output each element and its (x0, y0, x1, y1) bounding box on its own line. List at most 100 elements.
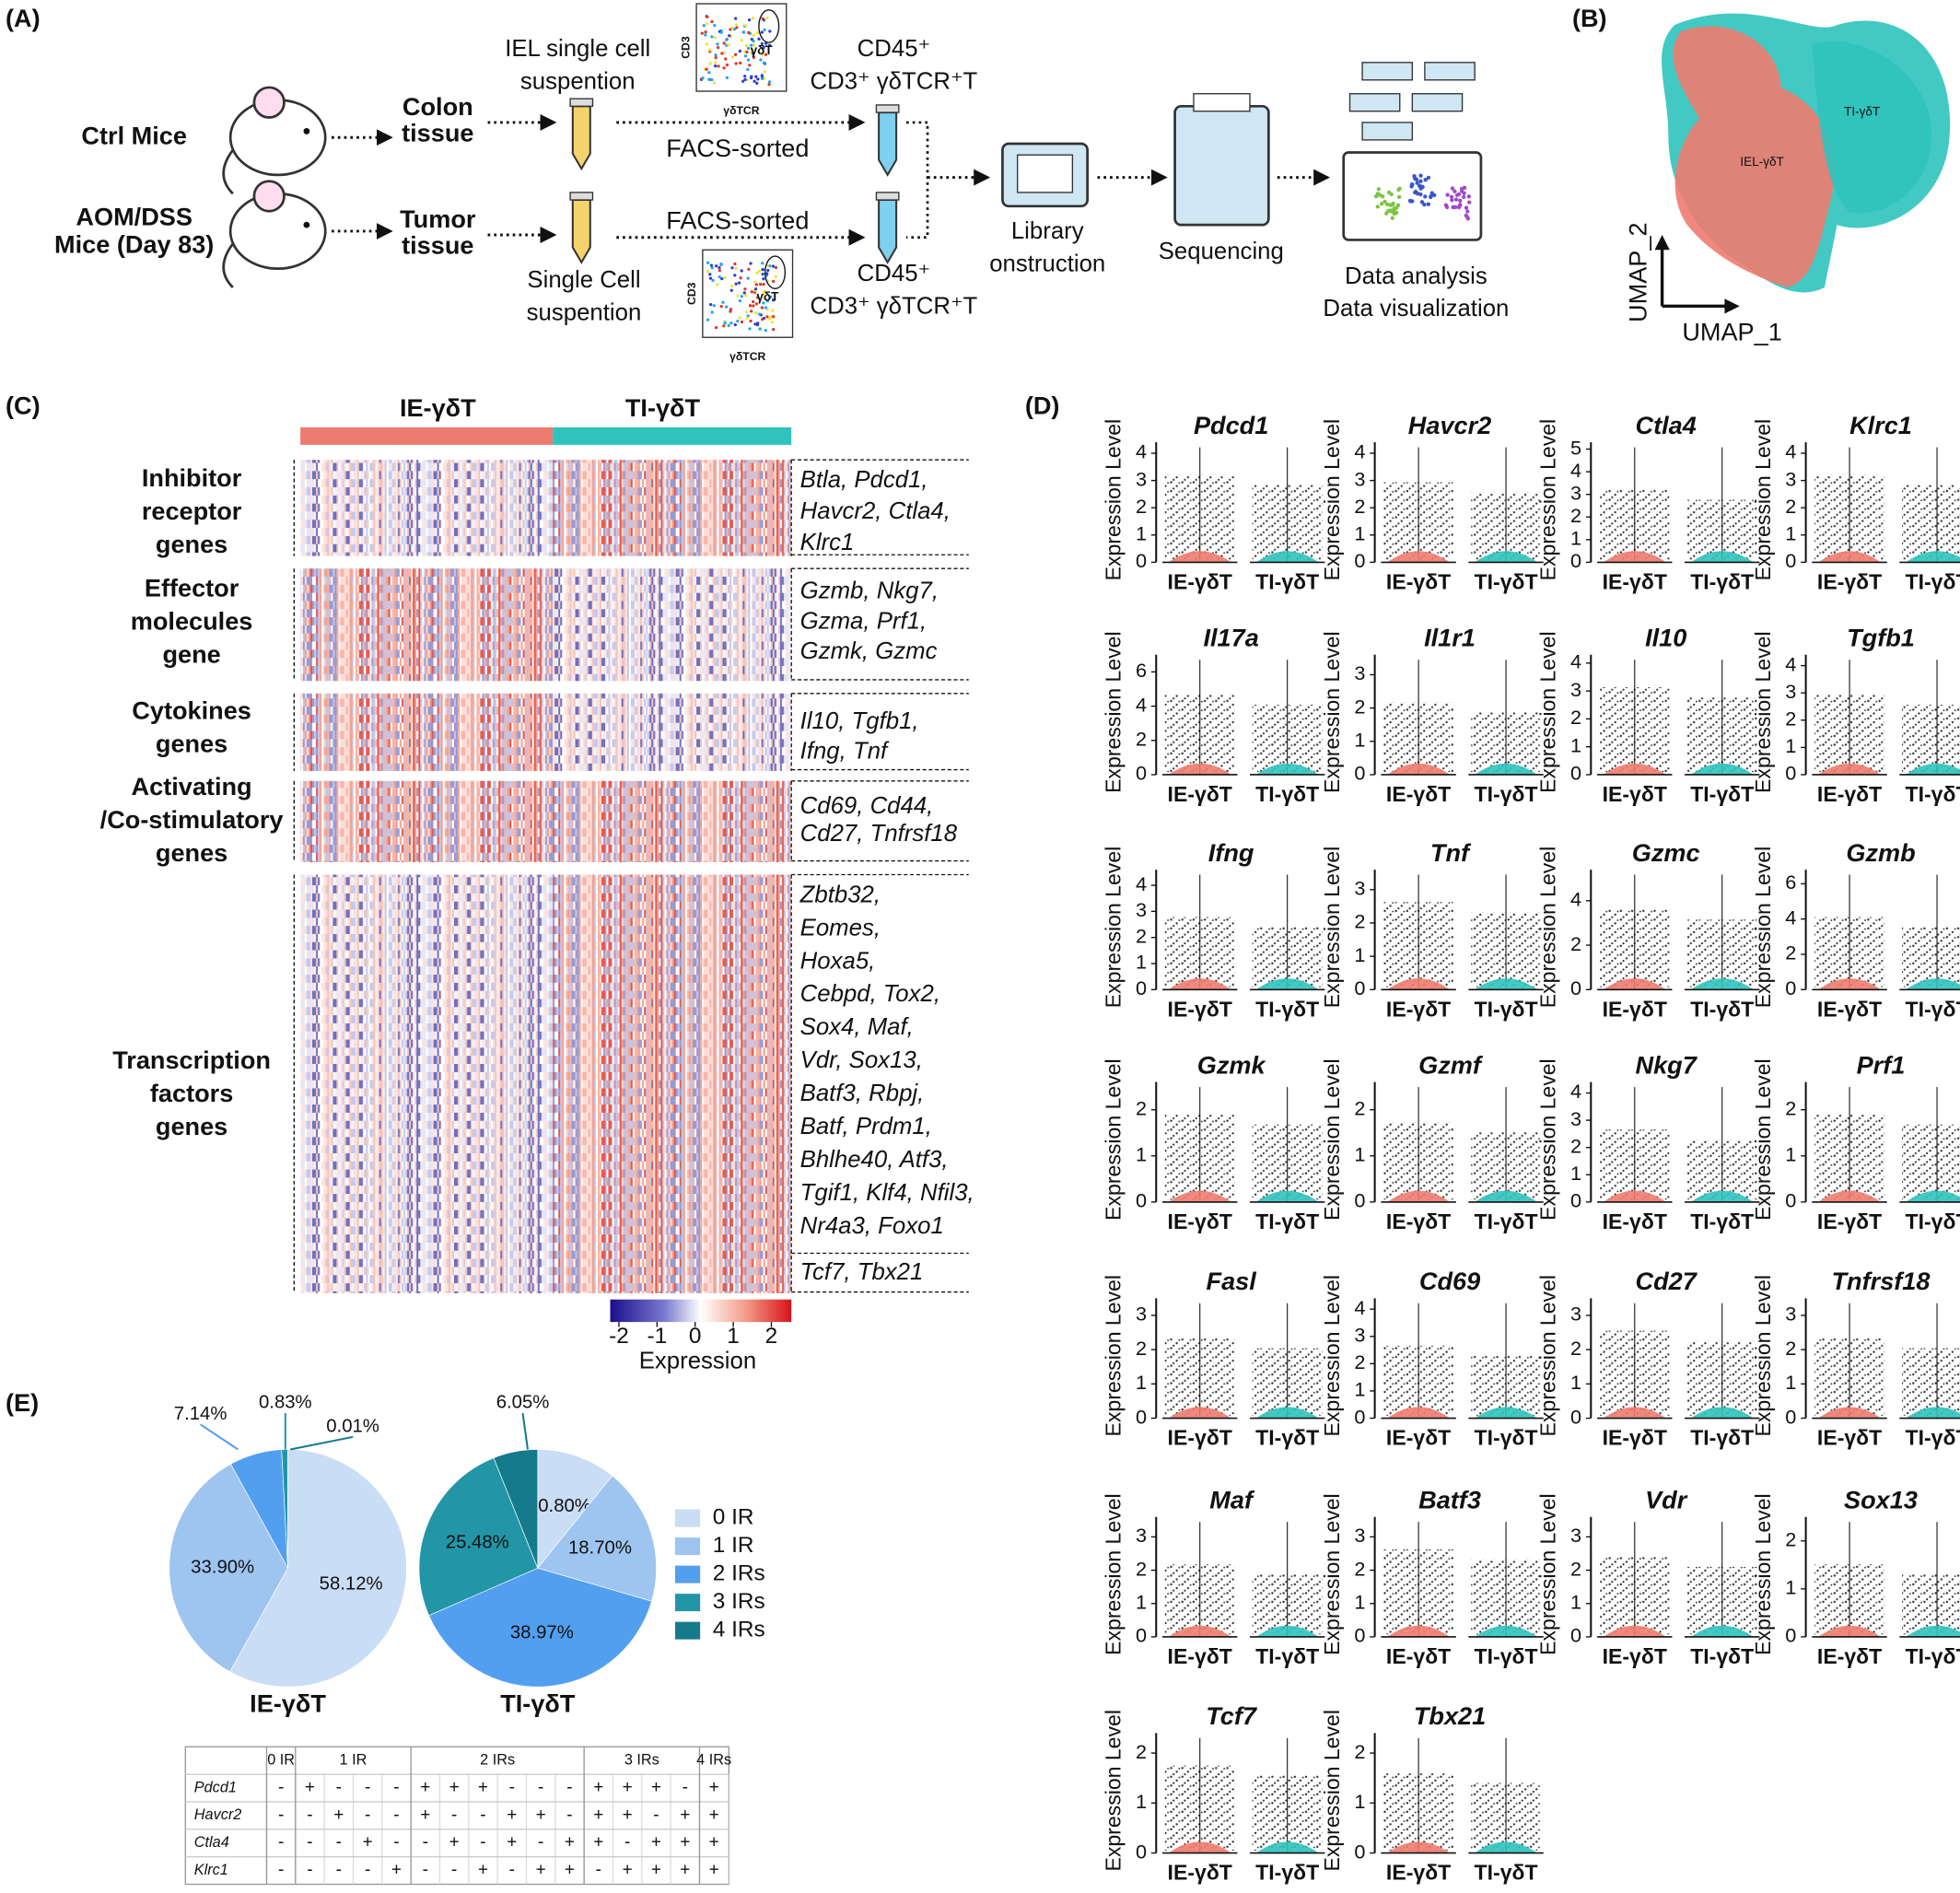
tube-icon (878, 111, 898, 177)
y-axis-label: Expression Level (1320, 847, 1344, 1009)
table-cell: - (423, 1833, 428, 1852)
table-cell: + (391, 1861, 402, 1880)
legend-swatch (675, 1509, 701, 1527)
table-cell: + (333, 1805, 344, 1825)
y-axis-label: Expression Level (1536, 1275, 1560, 1437)
y-tick-label: 6 (1136, 659, 1147, 682)
cluster-dot (1462, 191, 1466, 195)
label: CD3 (679, 36, 692, 59)
flow-dot (767, 83, 771, 87)
flow-dot (767, 80, 772, 84)
flow-dot (736, 294, 740, 298)
flow-dot (751, 48, 754, 52)
table-cell: - (278, 1778, 284, 1797)
flow-dot (723, 321, 727, 325)
colorbar-tick-label: 1 (727, 1324, 740, 1349)
flow-dot (719, 30, 723, 34)
flow-dot (764, 306, 767, 310)
flow-dot (766, 268, 770, 273)
y-tick-label: 4 (1354, 440, 1365, 463)
y-tick-label: 2 (1570, 504, 1581, 527)
table-cell: - (480, 1805, 485, 1825)
heatmap-block (300, 460, 554, 556)
violin-title: Tnf (1430, 838, 1472, 867)
flow-dot (733, 262, 737, 266)
violin-title: Il17a (1203, 624, 1258, 652)
y-tick-label: 3 (1570, 1524, 1581, 1547)
flow-dot (752, 304, 755, 308)
flow-dot (753, 322, 757, 326)
violin (1255, 1190, 1319, 1202)
violin (1603, 551, 1666, 563)
y-tick-label: 2 (1136, 495, 1147, 518)
flow-dot (718, 268, 721, 273)
flow-dot (763, 28, 766, 32)
violin (1818, 978, 1881, 990)
leader-line (290, 1435, 354, 1451)
violin (1255, 1841, 1319, 1853)
y-tick-label: 2 (1570, 1337, 1581, 1360)
heatmap-block (300, 693, 554, 771)
cluster-dot (1382, 199, 1387, 204)
flow-dot (763, 289, 766, 294)
y-tick-label: 0 (1354, 762, 1365, 785)
label: Ctrl Mice (81, 121, 187, 149)
mouse-eye (303, 128, 310, 134)
cluster-dot (1462, 185, 1467, 190)
y-tick-label: 0 (1136, 1624, 1147, 1647)
table-cell: + (680, 1833, 690, 1852)
violin (1818, 551, 1881, 563)
flow-dot (764, 53, 768, 56)
flow-dot (732, 27, 737, 31)
y-tick-label: 1 (1136, 951, 1147, 974)
violin-title: Il1r1 (1424, 624, 1476, 652)
table-cell: - (336, 1833, 342, 1852)
violin (1603, 1407, 1666, 1419)
gene-list: Vdr, Sox13, (800, 1047, 923, 1073)
violin-title: Gzmb (1846, 838, 1915, 867)
group-label: Inhibitor (142, 463, 242, 492)
flow-dot (743, 77, 747, 82)
sequencer-top (1193, 93, 1251, 112)
cluster-dot (1388, 203, 1393, 207)
flow-dot (739, 276, 742, 280)
cluster-dot (1413, 189, 1418, 194)
cell-points (1902, 1574, 1960, 1635)
y-tick-label: 4 (1570, 459, 1581, 482)
table-cell: - (278, 1805, 284, 1825)
x-tick-label: IE-γδT (1168, 570, 1232, 594)
y-tick-label: 1 (1354, 943, 1365, 966)
table-cell: - (624, 1833, 630, 1852)
violin (1475, 978, 1537, 990)
y-tick-label: 0 (1354, 1405, 1365, 1428)
violin-title: Tcf7 (1206, 1701, 1258, 1730)
flow-dot (708, 276, 713, 280)
y-tick-label: 2 (1354, 910, 1365, 933)
flow-dot (707, 77, 711, 81)
sequencer-icon (1173, 104, 1270, 227)
group-label: Activating (132, 772, 252, 800)
column-header: TI-γδT (625, 393, 701, 422)
y-tick-label: 0 (1354, 549, 1365, 572)
colorbar-tick-label: -1 (648, 1324, 668, 1349)
flow-dot (710, 19, 714, 24)
mouse-ear (252, 180, 286, 213)
flow-dot (728, 34, 731, 38)
monitor-screen (1017, 154, 1074, 193)
x-tick-label: TI-γδT (1475, 1861, 1538, 1885)
x-tick-label: IE-γδT (1386, 570, 1451, 594)
table-cell: - (480, 1833, 485, 1852)
cluster-dot (1375, 204, 1380, 209)
x-tick-label: IE-γδT (1168, 1426, 1232, 1450)
flow-dot (727, 323, 730, 328)
violin (1818, 1190, 1881, 1202)
flow-dot (717, 64, 720, 68)
cluster-dot (1385, 202, 1390, 207)
violin (1475, 551, 1537, 563)
y-axis-label: Expression Level (1102, 847, 1126, 1009)
table-cell: + (651, 1778, 661, 1797)
x-tick-label: TI-γδT (1906, 782, 1960, 806)
flow-dot (746, 67, 750, 72)
flow-dot (752, 40, 755, 43)
flow-dot (716, 283, 719, 286)
